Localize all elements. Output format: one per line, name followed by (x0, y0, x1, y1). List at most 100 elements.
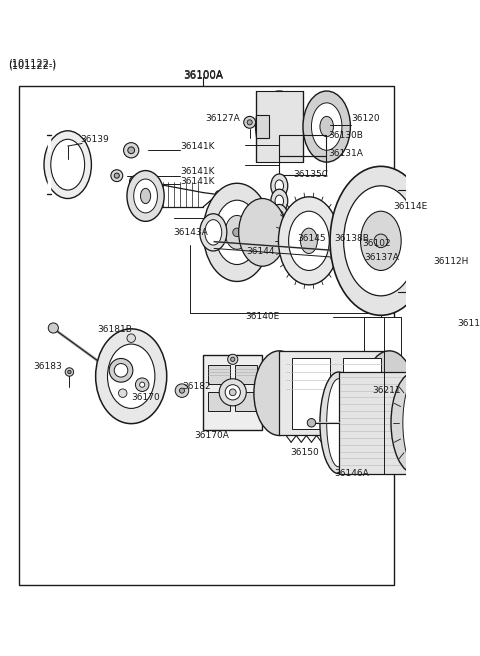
Bar (360, 249, 406, 266)
Ellipse shape (68, 371, 71, 374)
Text: 36138B: 36138B (334, 234, 369, 243)
Bar (279, 156, 326, 174)
Ellipse shape (96, 329, 167, 424)
Bar (279, 351, 389, 436)
Ellipse shape (140, 382, 145, 387)
Bar (203, 355, 263, 430)
Ellipse shape (271, 220, 288, 243)
Ellipse shape (175, 384, 189, 398)
Text: 36141K: 36141K (180, 167, 215, 176)
Ellipse shape (244, 116, 255, 129)
Ellipse shape (127, 334, 135, 342)
Ellipse shape (428, 272, 433, 277)
Ellipse shape (330, 167, 432, 316)
Bar (255, 115, 269, 138)
Ellipse shape (225, 384, 240, 400)
Bar (279, 135, 326, 156)
Ellipse shape (303, 91, 350, 162)
Ellipse shape (275, 195, 284, 207)
Ellipse shape (391, 372, 438, 474)
Ellipse shape (219, 379, 246, 406)
Text: 36102: 36102 (362, 239, 391, 248)
Text: 36135C: 36135C (294, 171, 329, 179)
Text: 36112H: 36112H (433, 258, 468, 266)
Text: 36140E: 36140E (245, 312, 279, 321)
Ellipse shape (215, 191, 222, 201)
Text: 36143A: 36143A (173, 228, 208, 237)
Ellipse shape (108, 344, 155, 409)
Ellipse shape (134, 179, 157, 213)
Ellipse shape (225, 215, 249, 249)
Ellipse shape (424, 268, 438, 281)
Ellipse shape (320, 372, 357, 474)
Bar (343, 358, 381, 429)
Text: 36110: 36110 (457, 319, 480, 328)
Bar (362, 264, 405, 282)
Ellipse shape (275, 180, 284, 192)
Ellipse shape (300, 228, 317, 253)
Ellipse shape (271, 189, 288, 213)
Ellipse shape (327, 379, 350, 467)
Ellipse shape (255, 91, 303, 162)
Ellipse shape (348, 250, 359, 260)
Bar (235, 365, 257, 384)
Ellipse shape (454, 219, 460, 226)
Text: 36183: 36183 (33, 361, 62, 371)
Text: 36145: 36145 (297, 234, 326, 243)
Bar (364, 317, 401, 436)
Ellipse shape (135, 378, 149, 392)
Ellipse shape (205, 220, 222, 245)
Ellipse shape (424, 200, 438, 214)
Bar (19, 86, 395, 585)
Ellipse shape (338, 247, 347, 255)
Ellipse shape (203, 183, 271, 281)
Text: 36211: 36211 (372, 386, 401, 395)
Ellipse shape (374, 234, 388, 247)
Text: 36141K: 36141K (180, 177, 215, 186)
Text: 36150: 36150 (290, 448, 319, 457)
Bar (432, 266, 478, 285)
Ellipse shape (127, 171, 164, 221)
Ellipse shape (307, 419, 316, 427)
Ellipse shape (48, 323, 59, 333)
Ellipse shape (278, 197, 339, 285)
Ellipse shape (245, 229, 263, 241)
Text: (101122-): (101122-) (9, 60, 57, 71)
Ellipse shape (51, 139, 84, 190)
Text: 36146A: 36146A (334, 469, 369, 478)
Text: (101122-): (101122-) (9, 59, 57, 69)
Text: 36170: 36170 (131, 393, 160, 402)
Ellipse shape (109, 358, 133, 382)
Text: 36141K: 36141K (180, 142, 215, 150)
Ellipse shape (114, 173, 120, 178)
Bar (338, 372, 415, 474)
Text: 36100A: 36100A (183, 70, 223, 80)
Ellipse shape (123, 142, 139, 158)
Text: 36170A: 36170A (194, 431, 229, 440)
Text: 36130B: 36130B (328, 131, 363, 140)
Bar (208, 392, 230, 411)
Ellipse shape (391, 394, 398, 401)
Ellipse shape (230, 358, 235, 361)
Ellipse shape (403, 380, 427, 465)
Ellipse shape (455, 419, 463, 427)
Bar (255, 91, 303, 162)
Text: 36181B: 36181B (97, 325, 132, 334)
Ellipse shape (111, 170, 123, 182)
Ellipse shape (312, 103, 342, 150)
Bar (208, 365, 230, 384)
Text: 36120: 36120 (351, 113, 380, 123)
Ellipse shape (229, 389, 236, 396)
Ellipse shape (65, 368, 73, 377)
Ellipse shape (271, 205, 288, 228)
Text: 36144: 36144 (247, 247, 275, 256)
Text: 36182: 36182 (182, 382, 211, 391)
Ellipse shape (128, 147, 134, 154)
Ellipse shape (254, 351, 305, 436)
Ellipse shape (387, 390, 402, 405)
Ellipse shape (228, 354, 238, 364)
Ellipse shape (364, 351, 415, 436)
Ellipse shape (250, 232, 258, 237)
Text: 36114E: 36114E (394, 203, 428, 211)
Text: 36137A: 36137A (364, 253, 399, 262)
